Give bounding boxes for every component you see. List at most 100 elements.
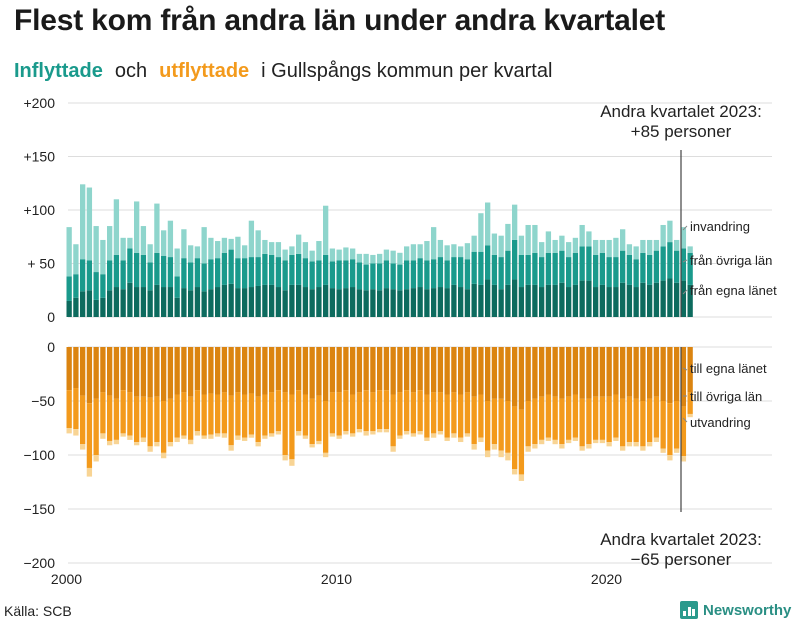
bar-in-immig-14: [161, 230, 167, 257]
bar-in-local-28: [255, 285, 261, 317]
bar-out-local-84: [633, 347, 639, 399]
bar-out-other-54: [431, 392, 437, 434]
bar-in-other-39: [329, 261, 336, 289]
bar-in-immig-25: [235, 236, 241, 259]
annotation-out-line1: Andra kvartalet 2023:: [600, 530, 762, 549]
bar-out-emig-36: [309, 444, 315, 448]
bar-in-immig-64: [498, 235, 504, 258]
bar-in-local-77: [586, 280, 592, 317]
bar-out-local-70: [539, 347, 545, 397]
annotation-in-line1: Andra kvartalet 2023:: [600, 102, 762, 121]
bar-out-local-33: [289, 347, 295, 395]
bar-in-other-1: [73, 274, 79, 298]
bar-out-emig-7: [113, 439, 120, 445]
bar-in-other-54: [431, 259, 437, 289]
bar-in-immig-49: [397, 252, 403, 265]
bar-in-other-53: [424, 260, 430, 290]
bar-out-local-69: [532, 347, 538, 399]
legend-till-ovriga-lan: till övriga län: [690, 389, 762, 404]
bar-in-immig-69: [532, 224, 538, 253]
bar-out-local-10: [134, 347, 140, 397]
bar-out-other-66: [512, 406, 518, 470]
bar-out-other-47: [383, 390, 390, 430]
bar-out-other-71: [545, 394, 552, 438]
bar-in-other-62: [485, 245, 491, 280]
bar-in-immig-31: [275, 242, 282, 258]
bar-in-immig-43: [356, 253, 363, 263]
bar-in-local-37: [316, 287, 322, 317]
bar-in-other-8: [120, 260, 126, 290]
ytick-out-4: −200: [23, 555, 55, 571]
bar-in-other-80: [606, 257, 612, 288]
bar-out-emig-58: [458, 437, 464, 443]
bar-out-local-27: [248, 347, 255, 394]
bar-in-other-81: [613, 257, 619, 288]
bar-in-immig-12: [147, 244, 153, 263]
bar-in-local-91: [680, 280, 687, 317]
bar-out-other-57: [451, 392, 457, 434]
bar-in-local-62: [485, 279, 491, 317]
bar-in-other-43: [356, 262, 363, 290]
bars-utflyttade: [66, 347, 693, 481]
bar-in-immig-70: [539, 242, 545, 258]
chart-title: Flest kom från andra län under andra kva…: [14, 4, 666, 37]
bar-out-other-51: [410, 392, 417, 434]
bar-out-other-5: [100, 392, 106, 434]
bar-in-local-21: [208, 289, 214, 317]
bar-out-emig-35: [302, 435, 309, 439]
bar-in-other-30: [269, 254, 275, 285]
bar-in-immig-35: [302, 242, 309, 259]
bar-in-local-42: [350, 287, 356, 317]
bar-in-immig-18: [188, 245, 194, 263]
bar-in-other-9: [127, 248, 133, 283]
bar-out-emig-53: [424, 437, 430, 441]
bar-out-local-2: [80, 347, 86, 396]
bar-out-other-22: [215, 394, 221, 434]
bar-out-emig-74: [566, 439, 572, 444]
bar-in-other-45: [370, 263, 376, 290]
bar-in-other-46: [377, 263, 383, 291]
bar-out-local-11: [140, 347, 147, 397]
bar-in-other-44: [363, 264, 369, 291]
bar-out-local-22: [215, 347, 221, 395]
bar-out-emig-79: [599, 439, 606, 444]
bar-in-other-3: [86, 260, 93, 291]
bar-out-local-63: [491, 347, 498, 399]
bar-in-other-27: [248, 257, 255, 288]
bar-out-other-88: [660, 401, 666, 449]
bar-in-local-35: [302, 287, 309, 317]
bar-in-local-30: [269, 284, 275, 317]
brand-logo[interactable]: Newsworthy: [680, 601, 791, 619]
bar-out-other-45: [370, 392, 376, 432]
bar-out-other-41: [343, 390, 349, 432]
ytick-in-4: +200: [23, 95, 55, 111]
bar-in-immig-56: [444, 245, 450, 261]
bar-in-immig-11: [140, 226, 147, 255]
bar-out-local-34: [296, 347, 302, 391]
bar-out-other-83: [626, 396, 633, 443]
bar-out-emig-73: [559, 444, 565, 449]
bar-in-immig-71: [545, 231, 552, 253]
bar-in-local-88: [660, 280, 666, 317]
bar-out-emig-84: [633, 442, 639, 447]
bar-in-other-89: [667, 242, 673, 279]
bar-out-emig-13: [154, 442, 160, 447]
bar-in-immig-55: [437, 239, 444, 258]
bar-in-immig-72: [552, 239, 558, 253]
bar-out-emig-81: [613, 437, 619, 441]
bar-out-emig-83: [626, 442, 633, 447]
bar-out-emig-56: [444, 437, 450, 441]
bar-out-other-8: [120, 390, 126, 434]
bar-out-emig-55: [437, 431, 444, 435]
bar-in-other-67: [518, 254, 525, 288]
bar-out-other-86: [647, 398, 653, 443]
bar-out-emig-76: [579, 446, 585, 451]
bar-in-other-26: [242, 258, 248, 289]
legend-till-egna-lanet: till egna länet: [690, 361, 767, 376]
bar-in-other-86: [647, 254, 653, 285]
bar-out-emig-78: [593, 439, 599, 444]
bar-out-other-48: [390, 394, 396, 447]
bar-out-local-30: [269, 347, 275, 393]
bar-out-local-59: [464, 347, 471, 393]
bar-out-local-76: [579, 347, 585, 399]
